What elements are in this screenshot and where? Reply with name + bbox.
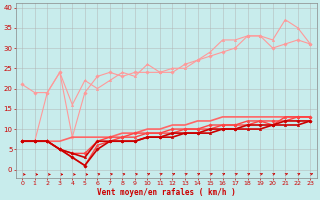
X-axis label: Vent moyen/en rafales ( km/h ): Vent moyen/en rafales ( km/h ) <box>97 188 236 197</box>
